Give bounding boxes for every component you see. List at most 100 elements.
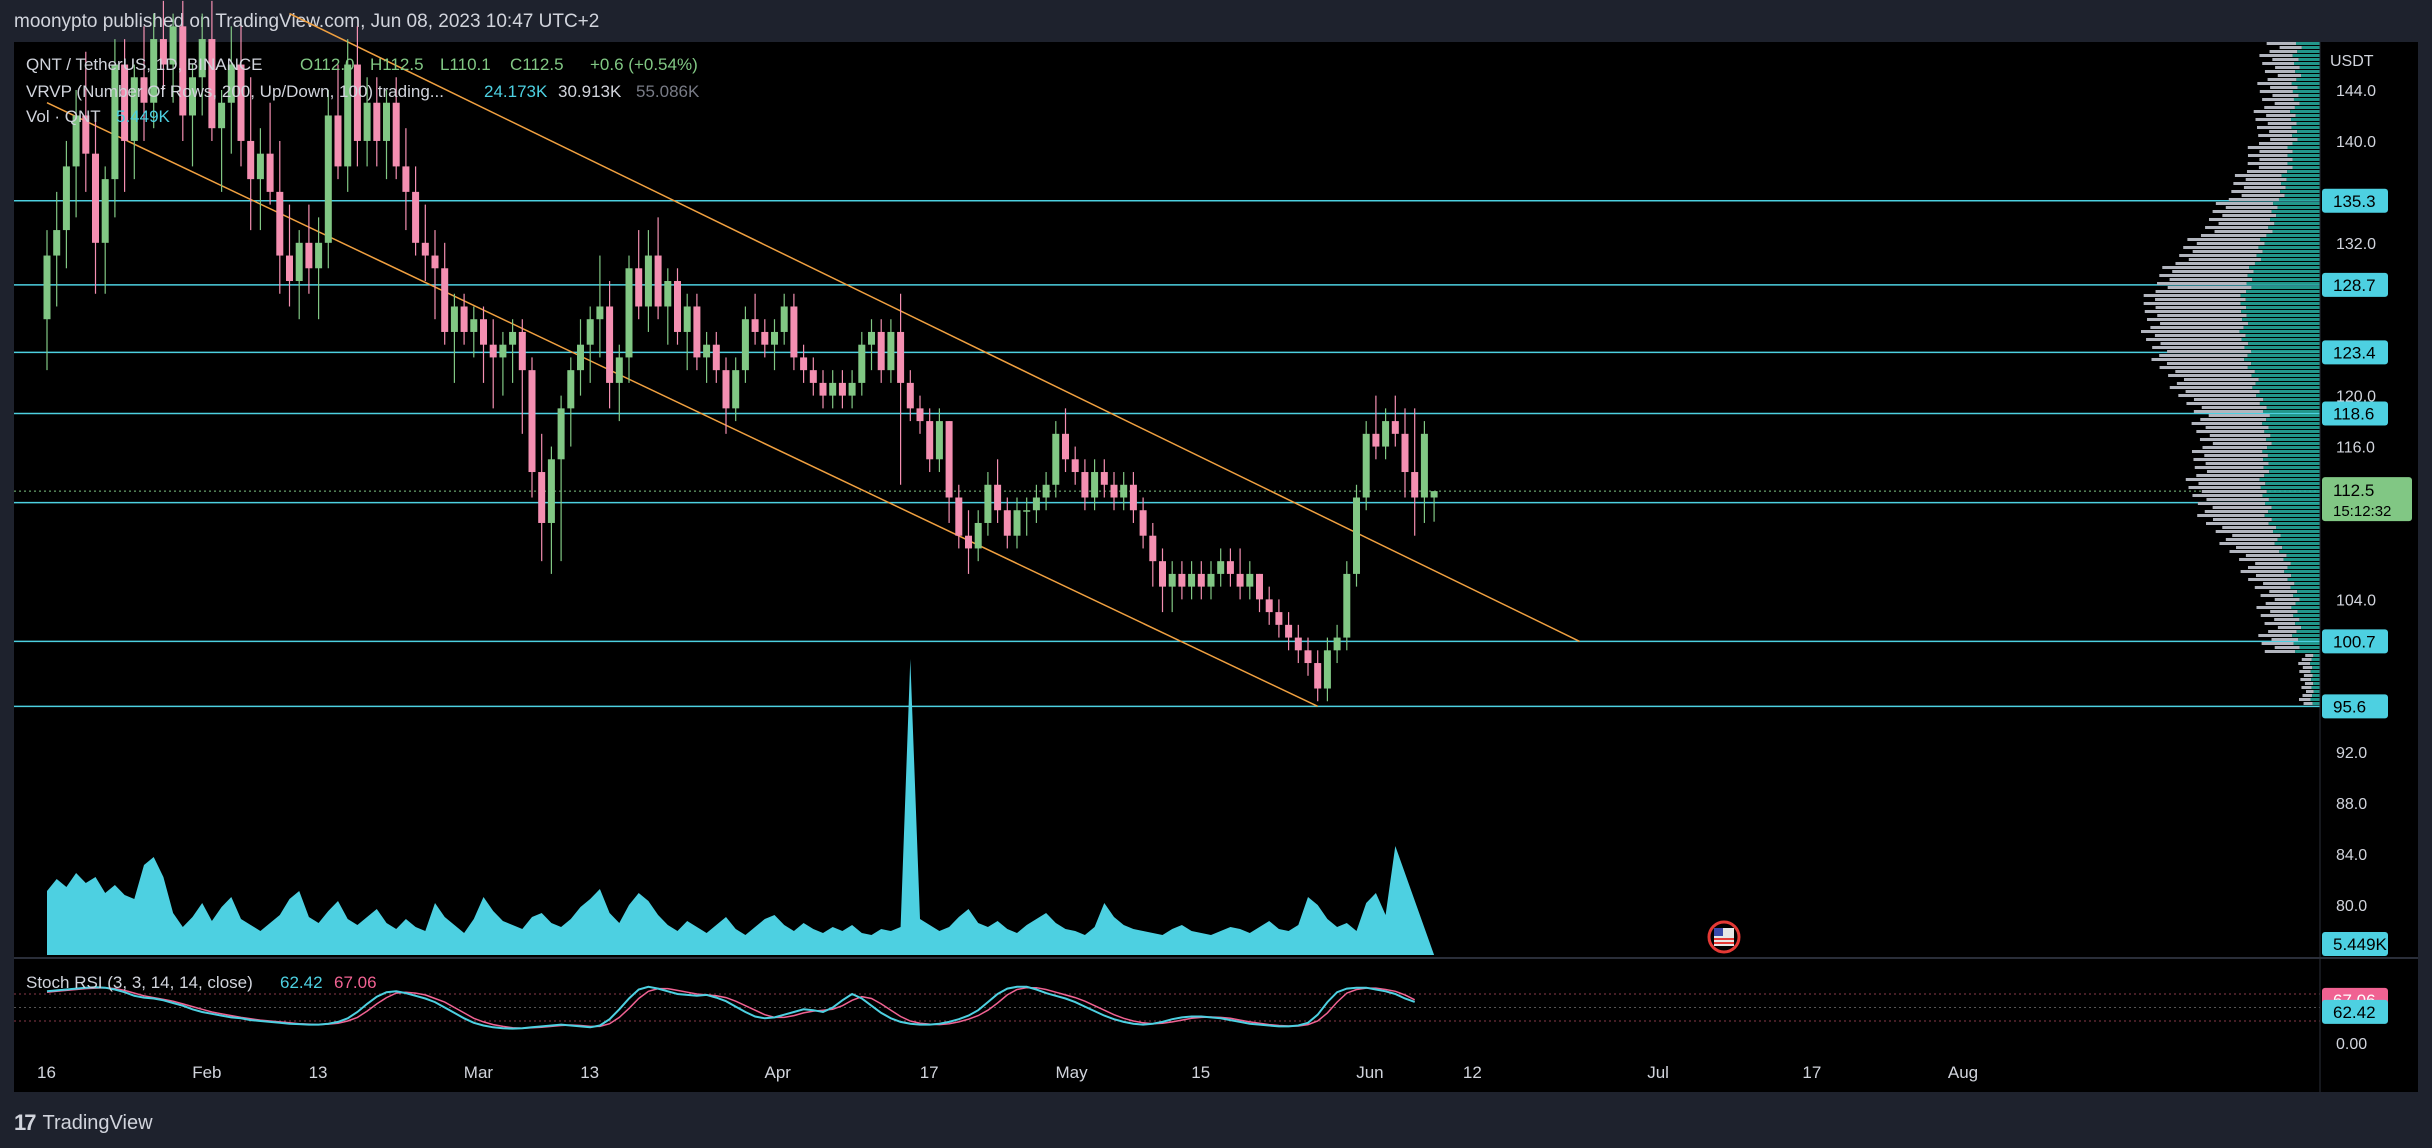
candle[interactable] bbox=[266, 102, 274, 205]
candle[interactable] bbox=[1062, 408, 1069, 473]
candle[interactable] bbox=[1091, 459, 1099, 511]
candle[interactable] bbox=[208, 0, 216, 141]
candle[interactable] bbox=[1343, 561, 1351, 651]
candle[interactable] bbox=[1226, 548, 1234, 587]
candle[interactable] bbox=[344, 39, 352, 192]
candle[interactable] bbox=[227, 26, 235, 154]
candle[interactable] bbox=[1042, 472, 1050, 511]
legend-vrvp[interactable]: VRVP (Number Of Rows, 200, Up/Down, 100)… bbox=[26, 82, 444, 101]
volume-area[interactable] bbox=[47, 659, 1435, 955]
candle[interactable] bbox=[674, 268, 681, 345]
candle[interactable] bbox=[499, 331, 507, 396]
candle[interactable] bbox=[1372, 395, 1380, 460]
candle[interactable] bbox=[1032, 484, 1040, 523]
candle[interactable] bbox=[916, 395, 924, 434]
candle[interactable] bbox=[518, 319, 526, 434]
candle[interactable] bbox=[906, 370, 914, 422]
candle[interactable] bbox=[218, 90, 226, 192]
candle[interactable] bbox=[1139, 497, 1147, 549]
candle[interactable] bbox=[1411, 408, 1419, 536]
candle[interactable] bbox=[887, 319, 895, 383]
candle[interactable] bbox=[557, 395, 565, 562]
candle[interactable] bbox=[1110, 472, 1118, 511]
economic-event-flag-icon[interactable] bbox=[1707, 920, 1741, 954]
candle[interactable] bbox=[790, 293, 798, 371]
candle[interactable] bbox=[92, 115, 99, 294]
candle[interactable] bbox=[334, 64, 342, 180]
candle[interactable] bbox=[780, 293, 788, 345]
candle[interactable] bbox=[1256, 573, 1263, 613]
candle[interactable] bbox=[1013, 497, 1021, 549]
candle[interactable] bbox=[450, 293, 458, 383]
candle[interactable] bbox=[373, 77, 381, 167]
candle[interactable] bbox=[1052, 421, 1060, 498]
candle[interactable] bbox=[383, 90, 390, 180]
candle[interactable] bbox=[189, 64, 196, 167]
candle[interactable] bbox=[703, 331, 711, 383]
candle[interactable] bbox=[353, 26, 361, 167]
candle[interactable] bbox=[441, 242, 449, 345]
candle[interactable] bbox=[751, 293, 759, 345]
candle[interactable] bbox=[101, 166, 109, 294]
candle[interactable] bbox=[984, 472, 992, 536]
candle[interactable] bbox=[538, 433, 546, 562]
candle[interactable] bbox=[596, 255, 604, 358]
channel-line-lower[interactable] bbox=[46, 102, 1319, 708]
candle[interactable] bbox=[412, 166, 420, 256]
candle[interactable] bbox=[1333, 624, 1341, 664]
candle[interactable] bbox=[1168, 561, 1176, 613]
candle[interactable] bbox=[693, 293, 701, 371]
candle[interactable] bbox=[974, 510, 982, 562]
tradingview-logo[interactable]: 17 TradingView bbox=[14, 1110, 153, 1136]
candle[interactable] bbox=[1304, 637, 1312, 676]
stoch-k-line[interactable] bbox=[46, 985, 1416, 1030]
candle[interactable] bbox=[771, 319, 778, 371]
candle[interactable] bbox=[489, 319, 497, 409]
candle[interactable] bbox=[926, 408, 934, 473]
candle[interactable] bbox=[683, 293, 691, 371]
candle[interactable] bbox=[1023, 497, 1031, 536]
candle[interactable] bbox=[43, 230, 51, 371]
legend-volume[interactable]: Vol · QNT bbox=[26, 107, 101, 126]
candle[interactable] bbox=[1314, 650, 1322, 702]
candle[interactable] bbox=[897, 293, 905, 485]
candle[interactable] bbox=[256, 128, 264, 231]
candle[interactable] bbox=[809, 357, 817, 396]
candle[interactable] bbox=[1246, 561, 1254, 600]
candle[interactable] bbox=[198, 13, 206, 116]
candle[interactable] bbox=[635, 230, 643, 320]
candle[interactable] bbox=[567, 357, 575, 447]
candle[interactable] bbox=[945, 421, 953, 523]
candle[interactable] bbox=[838, 370, 846, 409]
candle[interactable] bbox=[528, 357, 536, 498]
candle[interactable] bbox=[286, 204, 293, 307]
candle[interactable] bbox=[1294, 624, 1302, 664]
candle[interactable] bbox=[295, 230, 303, 320]
candle[interactable] bbox=[955, 484, 963, 549]
candle[interactable] bbox=[935, 408, 943, 473]
candle[interactable] bbox=[392, 77, 400, 180]
candle[interactable] bbox=[130, 64, 138, 180]
candle[interactable] bbox=[800, 344, 808, 383]
candle[interactable] bbox=[247, 77, 255, 231]
legend-stoch[interactable]: Stoch RSI (3, 3, 14, 14, close) bbox=[26, 973, 253, 992]
candle[interactable] bbox=[1003, 497, 1011, 549]
candle[interactable] bbox=[1430, 491, 1438, 522]
candle[interactable] bbox=[150, 13, 158, 129]
candle[interactable] bbox=[1265, 586, 1273, 625]
candle[interactable] bbox=[1236, 548, 1244, 600]
candle[interactable] bbox=[1188, 561, 1196, 600]
candle[interactable] bbox=[868, 319, 875, 371]
candle[interactable] bbox=[1420, 421, 1428, 523]
candle[interactable] bbox=[1217, 548, 1225, 587]
candle[interactable] bbox=[1391, 395, 1399, 447]
candle[interactable] bbox=[1382, 408, 1390, 460]
candle[interactable] bbox=[712, 331, 720, 383]
candle[interactable] bbox=[1362, 421, 1370, 511]
candle[interactable] bbox=[179, 0, 187, 141]
candle[interactable] bbox=[1081, 459, 1089, 511]
candle[interactable] bbox=[82, 51, 90, 192]
candle[interactable] bbox=[72, 90, 80, 218]
candle[interactable] bbox=[1285, 612, 1293, 651]
